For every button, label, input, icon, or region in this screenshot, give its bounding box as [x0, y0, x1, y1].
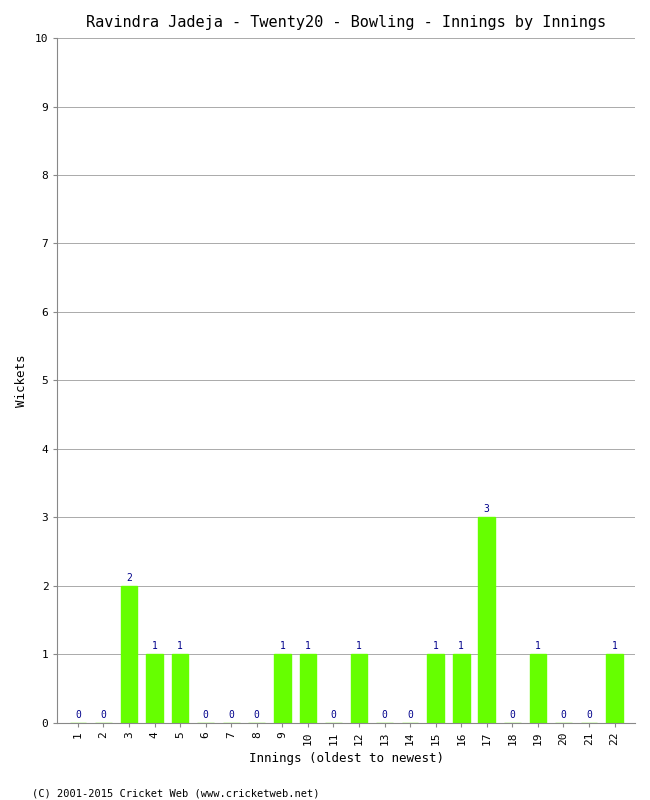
Bar: [351, 654, 367, 722]
Text: 1: 1: [458, 642, 464, 651]
Bar: [274, 654, 291, 722]
Text: 0: 0: [75, 710, 81, 720]
Text: 0: 0: [407, 710, 413, 720]
Text: 0: 0: [101, 710, 107, 720]
X-axis label: Innings (oldest to newest): Innings (oldest to newest): [249, 752, 444, 765]
Text: 0: 0: [330, 710, 337, 720]
Text: 3: 3: [484, 505, 489, 514]
Bar: [606, 654, 623, 722]
Text: 0: 0: [228, 710, 234, 720]
Bar: [121, 586, 137, 722]
Title: Ravindra Jadeja - Twenty20 - Bowling - Innings by Innings: Ravindra Jadeja - Twenty20 - Bowling - I…: [86, 15, 606, 30]
Y-axis label: Wickets: Wickets: [15, 354, 28, 406]
Text: 0: 0: [510, 710, 515, 720]
Text: 1: 1: [177, 642, 183, 651]
Text: 0: 0: [586, 710, 592, 720]
Text: 1: 1: [535, 642, 541, 651]
Text: 0: 0: [254, 710, 260, 720]
Bar: [530, 654, 546, 722]
Bar: [146, 654, 163, 722]
Text: 1: 1: [356, 642, 362, 651]
Text: 1: 1: [612, 642, 618, 651]
Bar: [453, 654, 469, 722]
Text: 0: 0: [560, 710, 566, 720]
Text: 0: 0: [203, 710, 209, 720]
Text: 1: 1: [280, 642, 285, 651]
Bar: [427, 654, 444, 722]
Bar: [478, 518, 495, 722]
Text: 1: 1: [305, 642, 311, 651]
Bar: [300, 654, 316, 722]
Bar: [172, 654, 188, 722]
Text: 1: 1: [433, 642, 439, 651]
Text: (C) 2001-2015 Cricket Web (www.cricketweb.net): (C) 2001-2015 Cricket Web (www.cricketwe…: [32, 788, 320, 798]
Text: 1: 1: [151, 642, 157, 651]
Text: 2: 2: [126, 573, 132, 583]
Text: 0: 0: [382, 710, 387, 720]
